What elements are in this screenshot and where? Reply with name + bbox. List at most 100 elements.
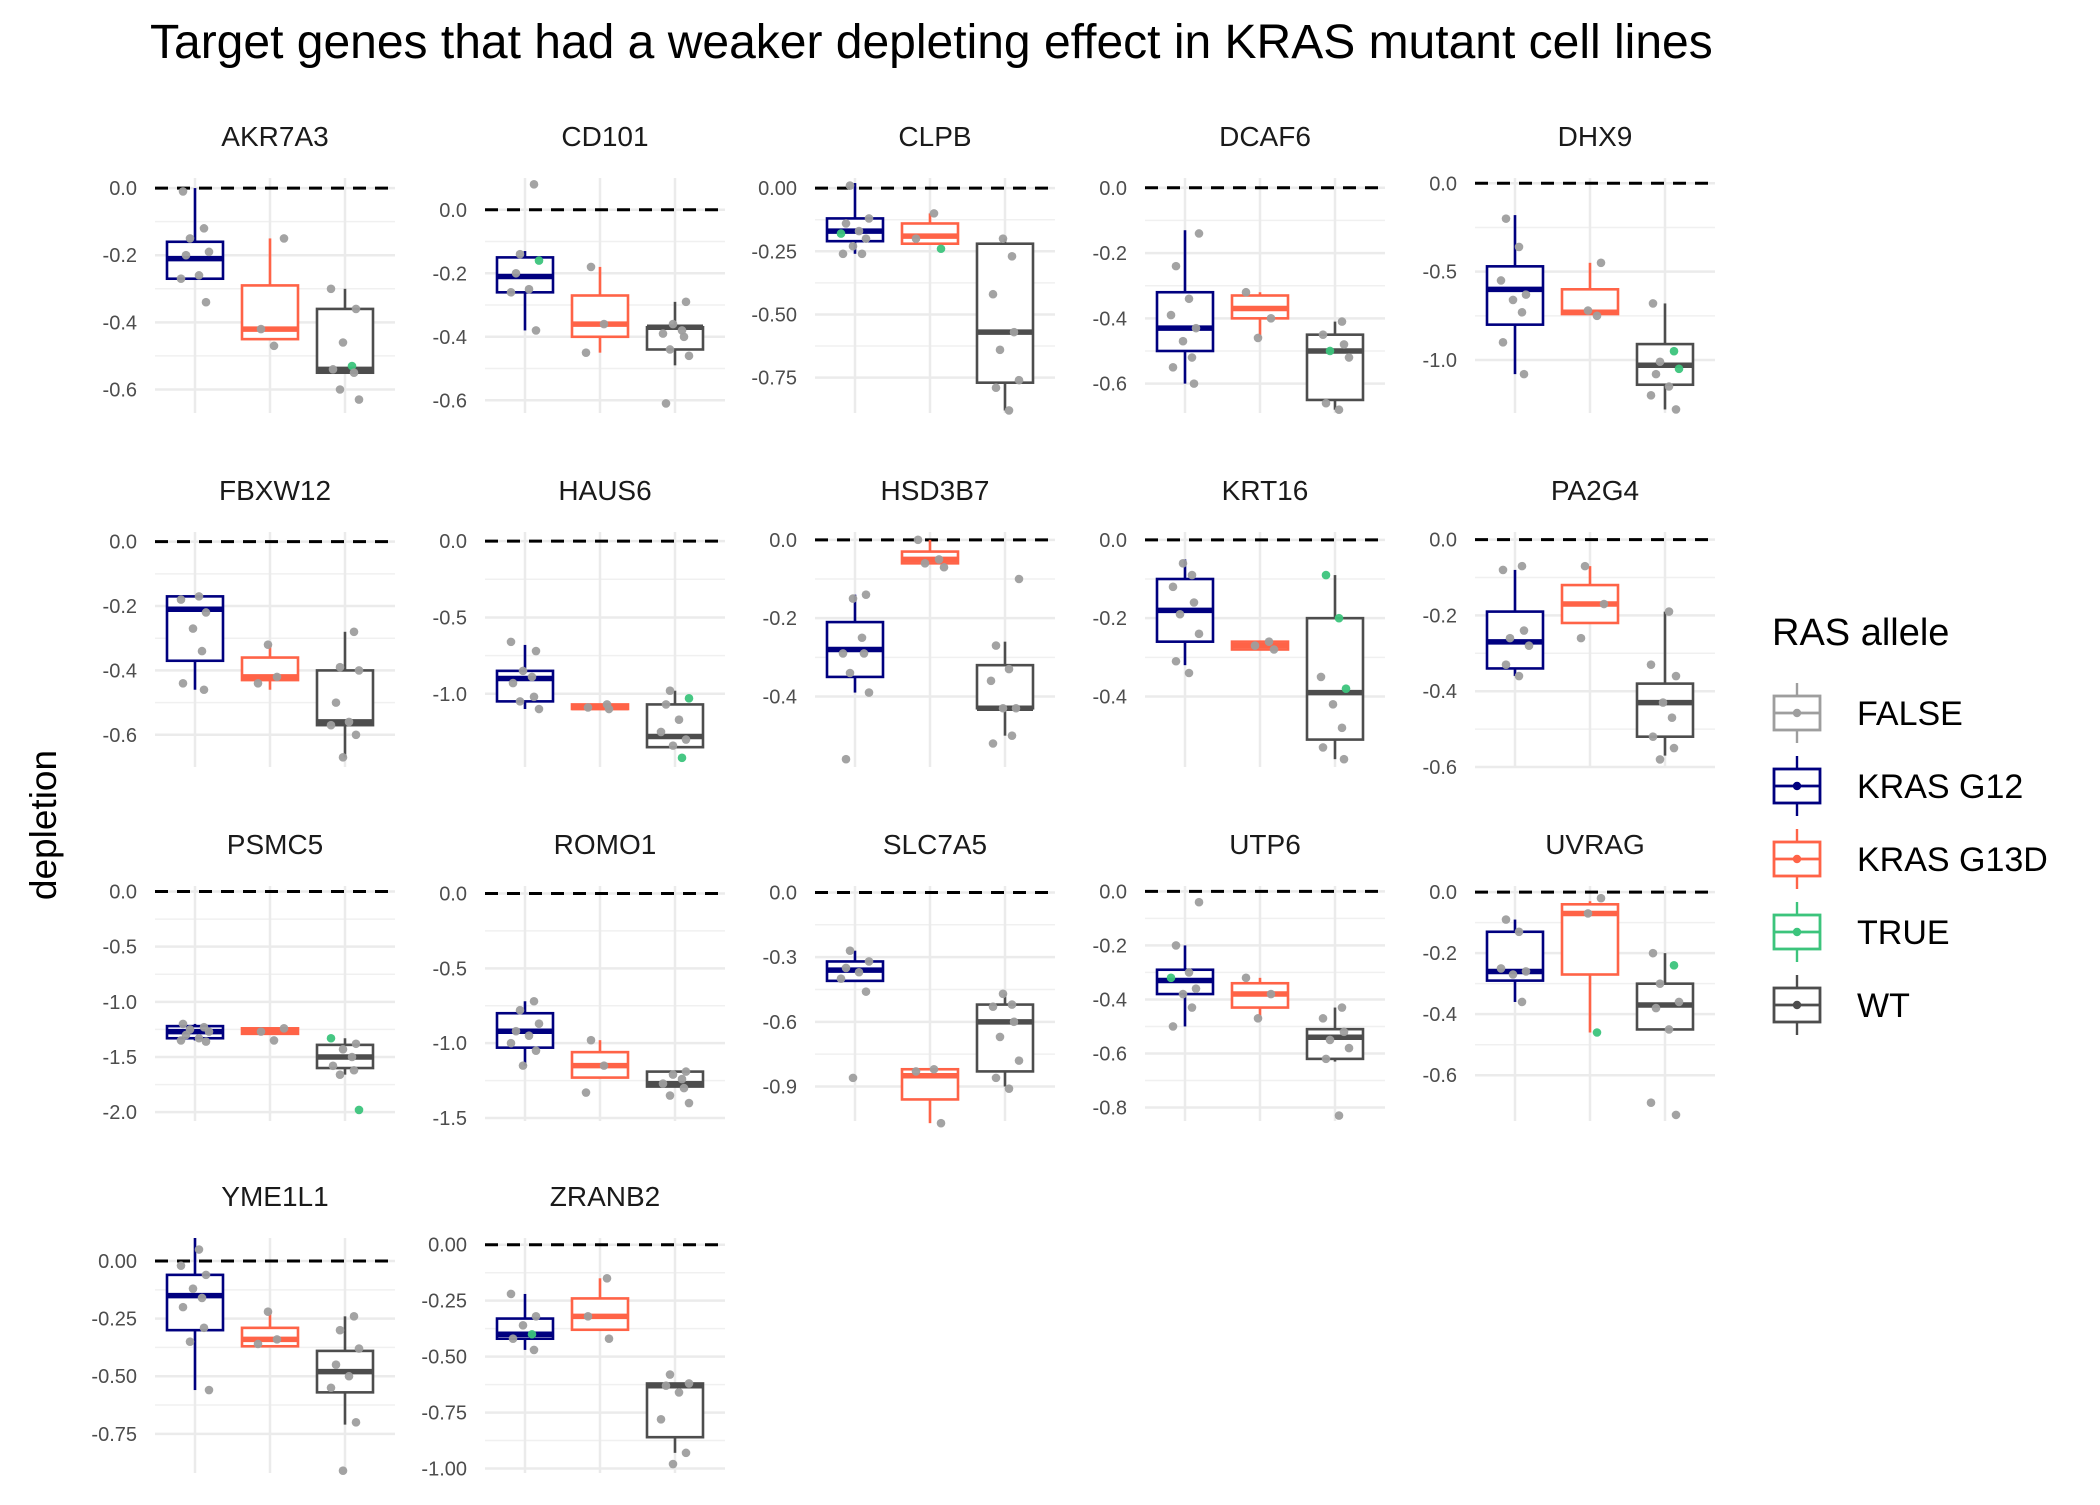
data-point-false [269,1036,279,1045]
box-kras-g12 [825,594,885,693]
data-point-false [194,592,204,601]
data-point-false [354,1344,364,1353]
facet-title: AKR7A3 [221,121,328,152]
data-point-false [1264,637,1274,646]
data-point-false [848,241,858,251]
data-point-true [1341,684,1351,693]
box-wt [975,238,1035,411]
data-point-false [599,1061,609,1070]
data-point-false [279,1024,289,1033]
box-kras-g12 [1155,945,1215,1027]
y-tick-label: -0.4 [1093,989,1127,1011]
y-tick-label: -1.5 [103,1047,137,1069]
data-point-false [253,679,263,688]
data-point-false [531,1046,541,1055]
data-point-false [995,1032,1005,1042]
data-point-false [1655,755,1665,764]
data-point-false [335,1070,345,1079]
y-tick-label: -0.6 [1423,1065,1457,1087]
data-point-false [1339,754,1349,764]
data-point-false [1009,327,1019,337]
y-tick-label: -0.8 [1093,1097,1127,1119]
data-point-false [679,1083,689,1093]
data-point-false [920,559,930,568]
data-point-false [199,685,209,695]
data-point-false [665,1370,675,1379]
data-point-true [684,694,694,703]
legend-label: WT [1857,987,1910,1025]
data-point-false [1501,915,1511,924]
facet-panel-cd101: CD101 0.0 -0.2 -0.4 -0.6 [433,121,725,413]
data-point-false [911,234,921,243]
data-point-false [263,640,273,649]
y-tick-label: -1.0 [433,1033,467,1055]
facet-panel-utp6: UTP6 0.0 -0.2 -0.4 -0.6 -0.8 [1093,829,1385,1121]
data-point-false [604,1334,614,1344]
data-point-false [988,289,998,299]
data-point-false [668,741,678,750]
y-tick-label: -1.00 [421,1459,467,1481]
y-tick-label: 0.0 [1429,173,1457,195]
data-point-false [1517,997,1527,1007]
data-point-false [335,385,345,394]
data-point-false [854,967,864,977]
box-body [975,1003,1035,1073]
data-point-false [1651,369,1661,379]
data-point-false [1651,1003,1661,1013]
data-point-false [1178,559,1188,568]
data-point-false [998,234,1008,243]
box-kras-g13d [240,238,300,341]
data-point-false [506,288,516,297]
data-point-false [1521,290,1531,299]
box-body [165,1273,225,1332]
data-point-false [1514,242,1524,252]
data-point-false [681,297,691,307]
data-point-false [1667,713,1677,723]
data-point-false [354,395,364,404]
data-point-true [1674,364,1684,374]
data-point-false [665,686,675,696]
data-point-false [204,1027,214,1036]
data-point-true [527,1329,537,1339]
box-wt [315,288,375,375]
data-point-false [583,1312,593,1321]
data-point-true [936,244,946,254]
data-point-false [194,1033,204,1043]
data-point-false [344,1371,354,1381]
facet-panel-akr7a3: AKR7A3 0.0 -0.2 -0.4 -0.6 [103,121,395,413]
data-point-false [991,1073,1001,1083]
y-tick-label: 0.0 [439,200,467,222]
data-point-false [1014,1056,1024,1065]
data-point-false [679,332,689,342]
box-body [975,242,1035,384]
box-kras-g13d [240,1311,300,1348]
box-kras-g12 [1485,569,1545,677]
box-kras-g12 [165,595,225,690]
data-point-false [204,247,214,257]
chart-title: Target genes that had a weaker depleting… [150,16,1713,69]
data-point-false [272,672,282,682]
data-point-false [986,676,996,686]
data-point-false [338,753,348,762]
legend-title: RAS allele [1772,612,1949,654]
data-point-false [506,1038,516,1048]
data-point-false [201,297,211,307]
data-point-false [201,1270,211,1280]
facet-title: HAUS6 [558,475,651,506]
data-point-false [1524,641,1534,651]
data-point-true [347,361,357,371]
data-point-false [1583,909,1593,918]
data-point-false [668,319,678,329]
data-point-false [506,637,516,647]
data-point-false [995,345,1005,355]
facet-title: YME1L1 [221,1181,328,1212]
data-point-false [1648,732,1658,741]
data-point-false [529,692,539,702]
data-point-false [1241,287,1251,297]
data-point-false [272,1335,282,1344]
data-point-false [511,1026,521,1036]
legend-key-point [1792,781,1802,791]
data-point-false [604,704,614,714]
facet-title: CD101 [561,121,648,152]
data-point-false [201,608,211,617]
